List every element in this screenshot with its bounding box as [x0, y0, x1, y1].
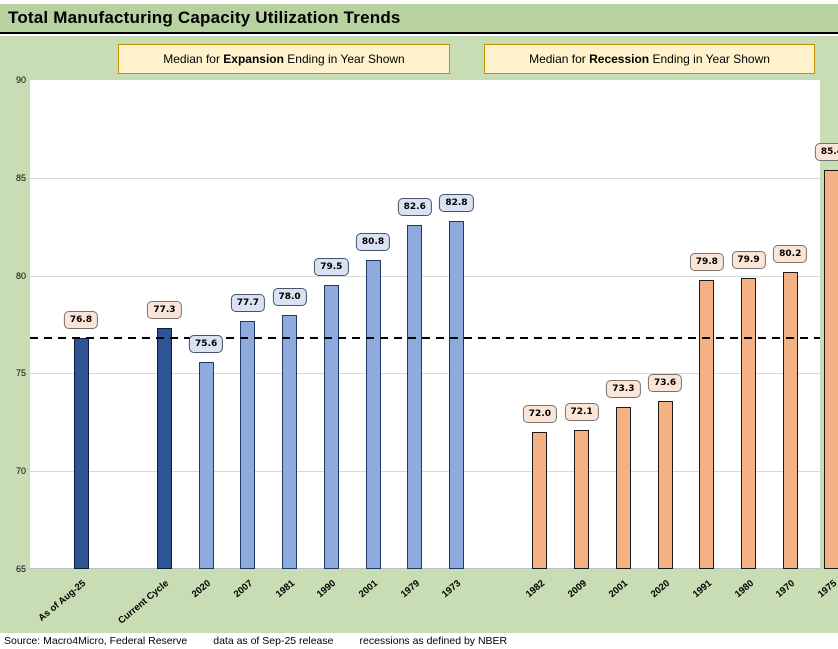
- data-as-of-text: data as of Sep-25 release: [213, 635, 334, 647]
- recession-legend-suffix: Ending in Year Shown: [649, 52, 770, 66]
- bar-2001: [615, 406, 631, 569]
- bar-1970: [782, 271, 798, 569]
- value-label-1973: 82.8: [439, 193, 474, 212]
- footer: Source: Macro4Micro, Federal Reserve dat…: [0, 633, 838, 649]
- reference-line-current-level: [30, 337, 820, 340]
- value-label-2007: 77.7: [230, 293, 265, 312]
- y-axis-tick-70: 70: [15, 466, 26, 477]
- recession-legend-prefix: Median for: [529, 52, 590, 66]
- bar-1990: [323, 285, 339, 569]
- bar-2001: [365, 259, 381, 569]
- bar-1975: [824, 169, 838, 569]
- chart-background: Median for Expansion Ending in Year Show…: [0, 36, 838, 633]
- bar-1991: [699, 279, 715, 569]
- recession-legend-keyword: Recession: [589, 52, 650, 66]
- y-axis-tick-90: 90: [15, 75, 26, 85]
- bar-1979: [407, 224, 423, 569]
- bar-2020: [198, 361, 214, 569]
- y-axis-tick-80: 80: [15, 270, 26, 281]
- bar-1982: [532, 432, 548, 569]
- recession-legend-box: Median for Recession Ending in Year Show…: [484, 44, 815, 74]
- y-axis-tick-65: 65: [15, 564, 26, 574]
- value-label-1981: 78.0: [272, 287, 307, 306]
- value-label-1975: 85.4: [814, 142, 838, 161]
- value-label-as-of-aug-25: 76.8: [63, 311, 99, 330]
- y-axis-tick-85: 85: [15, 172, 26, 183]
- bar-2007: [240, 320, 256, 569]
- value-label-current-cycle: 77.3: [147, 301, 182, 320]
- recessions-note-text: recessions as defined by NBER: [359, 635, 508, 647]
- value-label-2020: 73.6: [647, 373, 683, 392]
- gridline-70: [30, 471, 820, 473]
- value-label-2001: 73.3: [606, 379, 641, 398]
- bar-current-cycle: [156, 328, 172, 569]
- expansion-legend-box: Median for Expansion Ending in Year Show…: [118, 44, 450, 74]
- value-label-1982: 72.0: [522, 405, 558, 424]
- value-label-1980: 79.9: [731, 250, 766, 269]
- value-label-2001: 80.8: [355, 232, 391, 251]
- expansion-legend-prefix: Median for: [163, 52, 224, 66]
- bar-2009: [574, 430, 590, 569]
- value-label-2020: 75.6: [189, 334, 224, 353]
- source-text: Source: Macro4Micro, Federal Reserve: [4, 635, 188, 647]
- value-label-1979: 82.6: [397, 197, 432, 216]
- gridline-75: [30, 373, 820, 375]
- bar-as-of-aug-25: [73, 338, 89, 569]
- bar-1973: [448, 220, 464, 569]
- title-band: Total Manufacturing Capacity Utilization…: [0, 4, 838, 34]
- value-label-1990: 79.5: [314, 258, 349, 277]
- bar-1981: [282, 314, 298, 569]
- value-label-2009: 72.1: [564, 403, 599, 422]
- expansion-legend-suffix: Ending in Year Shown: [283, 52, 405, 66]
- value-label-1991: 79.8: [689, 252, 724, 271]
- gridline-85: [30, 177, 820, 179]
- gridline-80: [30, 275, 820, 277]
- page-title: Total Manufacturing Capacity Utilization…: [8, 8, 401, 27]
- y-axis-tick-75: 75: [15, 368, 26, 379]
- value-label-1970: 80.2: [773, 244, 808, 263]
- expansion-legend-keyword: Expansion: [223, 52, 284, 66]
- bar-1980: [741, 277, 757, 569]
- bar-2020: [657, 400, 673, 569]
